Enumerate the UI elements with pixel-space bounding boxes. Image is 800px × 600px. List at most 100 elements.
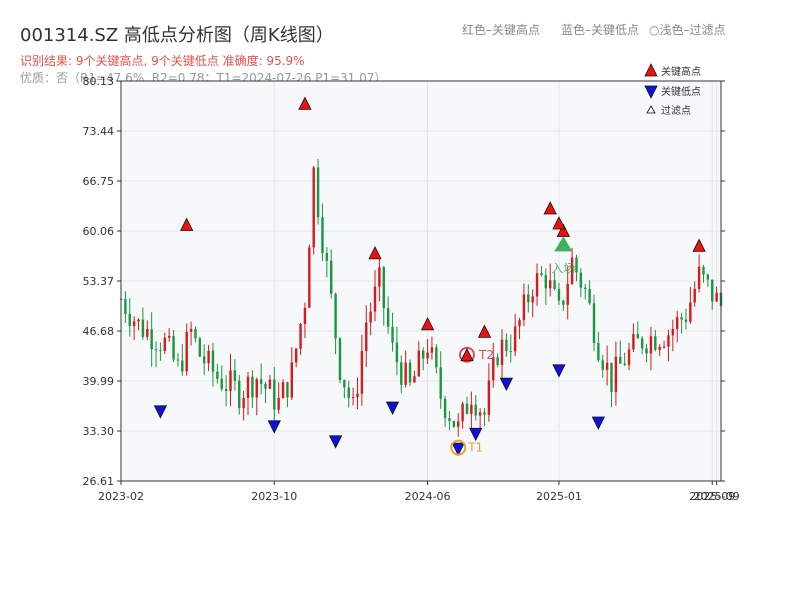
x-tick-label: 2025-01 bbox=[536, 490, 582, 503]
candle-body bbox=[277, 397, 280, 410]
t1-marker bbox=[450, 439, 467, 456]
candle-body bbox=[128, 313, 131, 326]
candle-body bbox=[597, 342, 600, 361]
candle-body bbox=[614, 356, 618, 393]
y-tick-label: 60.06 bbox=[83, 225, 115, 238]
candle-body bbox=[711, 279, 714, 302]
key-high-marker bbox=[552, 216, 566, 230]
candle-body bbox=[220, 378, 223, 390]
candle-body bbox=[316, 167, 320, 218]
candle-body bbox=[470, 404, 473, 414]
candle-body bbox=[159, 350, 162, 352]
candle-body bbox=[207, 350, 210, 364]
y-tick-label: 53.37 bbox=[83, 275, 115, 288]
candle-body bbox=[627, 349, 631, 365]
entry-label: 入场 bbox=[551, 261, 575, 275]
candle-body bbox=[492, 357, 495, 381]
legend-label: 过滤点 bbox=[661, 104, 691, 117]
candle-body bbox=[264, 383, 267, 389]
candle-body bbox=[281, 382, 285, 398]
candle-body bbox=[715, 292, 718, 302]
candle-body bbox=[181, 360, 184, 372]
candle-body bbox=[689, 302, 692, 322]
candle-body bbox=[369, 311, 372, 323]
key-high-marker bbox=[692, 238, 706, 252]
candle-body bbox=[273, 379, 276, 410]
key-high-marker bbox=[298, 96, 312, 110]
candle-body bbox=[588, 288, 591, 304]
candle-body bbox=[290, 362, 294, 398]
candle-body bbox=[575, 257, 578, 273]
candle-body bbox=[435, 347, 438, 368]
candle-body bbox=[224, 389, 228, 391]
candle-body bbox=[487, 380, 491, 415]
y-tick-label: 80.13 bbox=[83, 75, 115, 88]
candle-body bbox=[351, 397, 355, 399]
candle-body bbox=[233, 370, 237, 381]
t2-triangle bbox=[460, 347, 474, 362]
candle-body bbox=[632, 334, 635, 350]
candle-body bbox=[483, 412, 486, 415]
candle-body bbox=[146, 329, 149, 337]
key-low-marker bbox=[591, 416, 606, 430]
candle-body bbox=[461, 403, 464, 422]
candle-body bbox=[570, 257, 574, 284]
result-summary: 识别结果: 9个关键高点, 9个关键低点 准确度: 95.9% bbox=[20, 54, 305, 68]
candle-body bbox=[391, 326, 394, 343]
candle-body bbox=[268, 379, 272, 389]
candle-body bbox=[137, 319, 140, 322]
t2-label: T2 bbox=[478, 348, 494, 362]
candle-body bbox=[566, 283, 569, 305]
candle-body bbox=[513, 326, 517, 352]
candle-body bbox=[382, 267, 385, 309]
y-tick-label: 26.61 bbox=[83, 475, 115, 488]
candle-body bbox=[671, 329, 675, 336]
candle-body bbox=[172, 335, 175, 360]
candle-body bbox=[132, 321, 136, 326]
candle-body bbox=[242, 397, 245, 409]
candle-body bbox=[496, 357, 499, 365]
y-tick-label: 33.30 bbox=[83, 425, 115, 438]
x-tick-label: 2024-06 bbox=[405, 490, 451, 503]
y-tick-label: 39.99 bbox=[83, 375, 115, 388]
candle-body bbox=[693, 288, 696, 303]
candle-body bbox=[636, 334, 639, 339]
candle-body bbox=[579, 272, 583, 288]
candle-body bbox=[167, 335, 171, 338]
candle-body bbox=[676, 317, 679, 330]
candle-body bbox=[522, 294, 526, 321]
candle-body bbox=[334, 293, 337, 339]
candle-body bbox=[185, 331, 188, 372]
key-low-marker bbox=[153, 405, 168, 419]
candle-body bbox=[343, 380, 346, 388]
candle-body bbox=[562, 300, 565, 305]
candle-body bbox=[505, 339, 508, 352]
candle-body bbox=[163, 337, 166, 351]
candle-body bbox=[198, 338, 202, 357]
candle-body bbox=[395, 342, 399, 363]
candle-body bbox=[645, 348, 648, 354]
candle-body bbox=[203, 356, 206, 364]
candle-body bbox=[408, 362, 412, 383]
legend-low-marker bbox=[644, 85, 658, 99]
candle-body bbox=[286, 382, 289, 398]
key-low-marker bbox=[451, 442, 465, 457]
candle-body bbox=[553, 280, 556, 289]
key-low-marker bbox=[552, 364, 566, 378]
candle-body bbox=[373, 286, 377, 312]
candle-body bbox=[706, 274, 710, 280]
candle-body bbox=[548, 280, 552, 289]
key-high-marker bbox=[180, 217, 194, 231]
candle-body bbox=[154, 349, 158, 351]
candle-body bbox=[535, 273, 539, 297]
key-high-marker bbox=[420, 316, 435, 331]
candle-body bbox=[238, 380, 241, 409]
candle-body bbox=[124, 299, 127, 314]
candle-body bbox=[347, 387, 350, 398]
candle-body bbox=[509, 351, 512, 353]
candle-body bbox=[649, 336, 653, 354]
candle-body bbox=[417, 350, 421, 377]
candle-body bbox=[386, 308, 390, 327]
